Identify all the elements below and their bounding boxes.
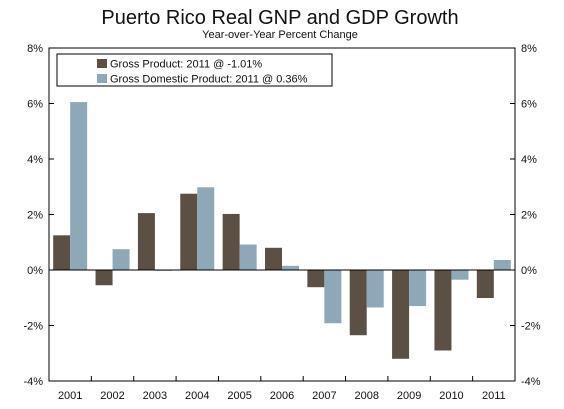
y-tick-label-left: 8% [27,43,43,55]
x-tick-label: 2011 [482,390,506,402]
bar-series2-2005 [239,244,257,270]
y-tick-label-right: -4% [521,376,541,388]
legend-swatch [97,59,107,68]
bar-series2-2011 [493,260,511,270]
x-tick-label: 2005 [227,390,251,402]
bar-series1-2003 [137,213,155,270]
x-tick-label: 2001 [58,390,82,402]
bar-series1-2002 [95,270,113,286]
x-tick-label: 2010 [439,390,463,402]
bar-series1-2004 [180,193,198,270]
y-tick-label-left: 4% [27,154,43,166]
bar-series1-2008 [349,270,367,336]
bar-series2-2004 [197,187,215,270]
bar-series1-2005 [222,213,240,270]
chart-title: Puerto Rico Real GNP and GDP Growth [101,7,458,29]
legend-label: Gross Domestic Product: 2011 @ 0.36% [110,74,308,86]
x-tick-label: 2007 [312,390,336,402]
legend: Gross Product: 2011 @ -1.01% Gross Domest… [56,53,333,87]
bar-series1-2007 [307,270,325,288]
x-tick-label: 2009 [397,390,421,402]
y-tick-label-right: 2% [521,210,537,222]
bar-series1-2006 [265,247,282,270]
bar-series2-2007 [324,270,342,324]
bar-series2-2002 [112,249,130,270]
y-tick-label-left: 2% [27,210,43,222]
y-tick-label-left: 6% [27,99,43,111]
bar-series1-2009 [392,270,410,359]
y-tick-label-right: 6% [521,99,537,111]
bar-series2-2006 [282,265,299,270]
y-tick-label-left: -4% [23,376,43,388]
y-tick-label-right: -2% [521,321,541,333]
bar-series1-2011 [476,270,494,299]
bar-series1-2001 [53,235,71,270]
y-tick-label-left: -2% [23,321,43,333]
legend-label: Gross Product: 2011 @ -1.01% [110,59,262,71]
x-tick-label: 2004 [185,390,209,402]
x-tick-label: 2002 [100,390,124,402]
legend-swatch [97,74,107,83]
y-tick-label-left: 0% [27,265,43,277]
bar-series2-2008 [366,270,384,308]
axes-layer: -4% -4% -2% -2% 0% 0% 2% 2% 4% 4% 6% 6% 8% 8% 2001 2002… [23,43,540,402]
x-tick-label: 2008 [354,390,378,402]
y-tick-label-right: 0% [521,265,537,277]
bar-series2-2009 [409,270,427,307]
bars-layer [53,102,511,359]
x-tick-label: 2006 [270,390,294,402]
y-tick-label-right: 4% [521,154,537,166]
bar-series2-2010 [451,270,469,280]
x-tick-label: 2003 [143,390,167,402]
chart-subtitle: Year-over-Year Percent Change [202,29,358,41]
bar-series2-2001 [70,102,88,270]
y-tick-label-right: 8% [521,43,537,55]
bar-series1-2010 [434,270,452,351]
